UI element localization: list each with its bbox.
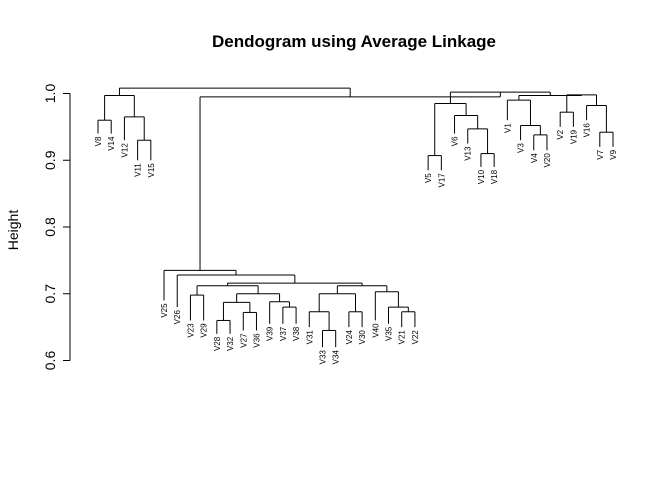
leaf-label: V29 [200,323,209,338]
leaf-label: V13 [464,146,473,161]
leaf-label: V23 [186,323,195,338]
leaf-label: V19 [569,129,578,144]
leaf-label: V32 [226,336,235,351]
y-tick-label: 1.0 [42,84,58,104]
leaf-label: V35 [385,326,394,341]
leaf-label: V25 [160,303,169,318]
leaf-label: V27 [239,333,248,348]
leaf-label: V4 [530,153,539,163]
leaf-label: V6 [451,136,460,146]
leaf-label: V38 [292,326,301,341]
leaf-label: V26 [173,310,182,325]
leaf-label: V37 [279,326,288,341]
y-axis-label: Height [5,210,21,251]
leaf-label: V10 [477,169,486,184]
leaf-label: V1 [503,123,512,133]
leaf-label: V22 [411,330,420,345]
leaf-label: V8 [94,136,103,146]
leaf-label: V9 [609,149,618,159]
leaf-label: V20 [543,153,552,168]
leaf-label: V33 [318,350,327,365]
leaf-label: V21 [398,330,407,345]
leaf-label: V11 [134,163,143,177]
leaf-label: V7 [596,149,605,159]
y-tick-label: 0.9 [42,150,58,170]
dendrogram-tree [97,87,614,348]
leaf-label: V30 [358,330,367,345]
chart-title: Dendogram using Average Linkage [212,32,496,51]
leaf-label: V40 [371,323,380,338]
leaf-label: V5 [424,173,433,183]
leaf-label: V31 [305,330,314,345]
leaf-label: V36 [252,333,261,348]
leaf-label: V14 [107,136,116,151]
leaf-label: V34 [332,350,341,365]
leaf-label: V2 [556,129,565,139]
y-axis: 0.6 0.7 0.8 0.9 1.0 [42,84,71,371]
leaf-label: V28 [213,336,222,351]
leaf-label: V24 [345,330,354,345]
leaf-label: V39 [266,326,275,341]
leaf-label: V3 [517,143,526,153]
y-tick-label: 0.6 [42,351,58,371]
leaf-label: V16 [583,123,592,138]
leaf-label: V18 [490,169,499,184]
y-tick-label: 0.8 [42,217,58,237]
leaf-label: V15 [147,163,156,178]
leaf-label: V12 [120,143,129,158]
leaf-labels: V8 V14 V12 V11 V15 V25 V26 V23 V29 V28 V32 V27 V36 V3… [94,123,618,365]
leaf-label: V17 [437,173,446,188]
y-tick-label: 0.7 [42,284,58,304]
